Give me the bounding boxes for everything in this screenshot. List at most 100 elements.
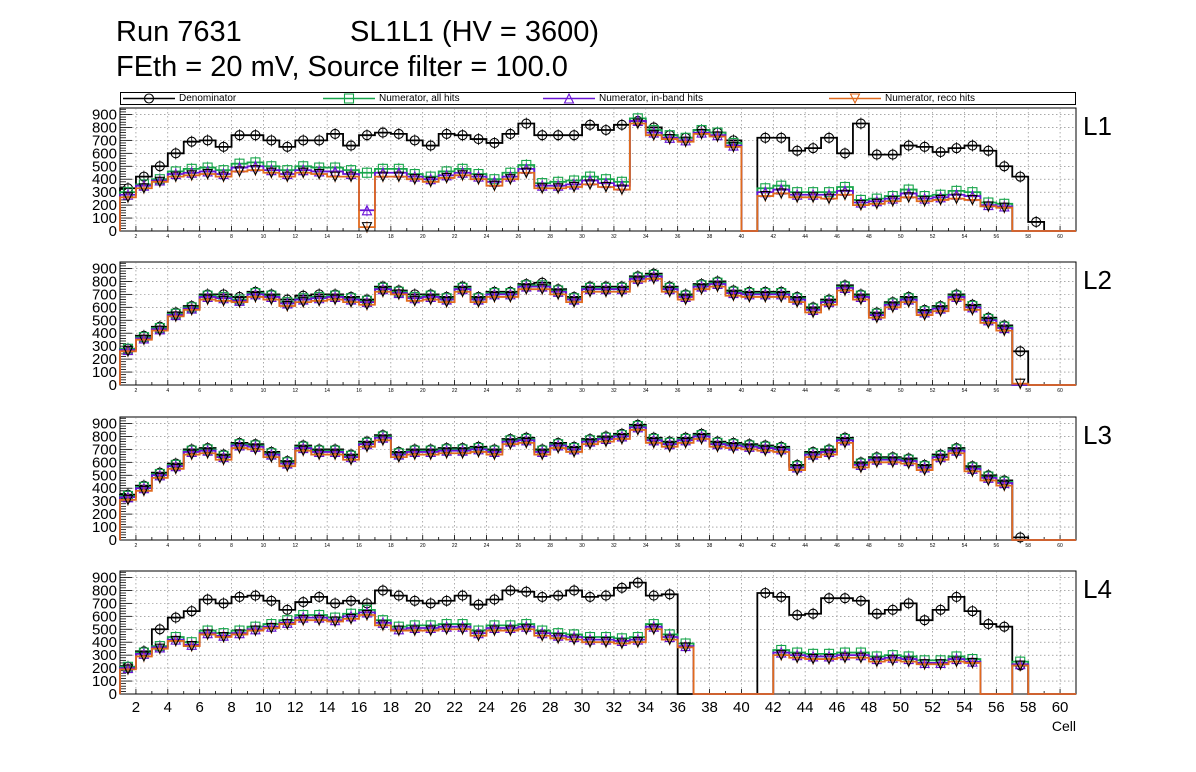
data-point <box>839 652 851 664</box>
y-tick-label: 100 <box>92 210 117 227</box>
data-point <box>553 130 564 141</box>
data-point <box>186 449 198 461</box>
x-tick-label: 40 <box>739 388 745 394</box>
data-point <box>951 591 962 602</box>
data-point <box>935 306 946 317</box>
data-point <box>297 615 309 626</box>
data-point <box>903 598 914 609</box>
legend-marker <box>143 93 155 104</box>
series-line <box>119 581 1076 695</box>
data-point <box>648 130 660 141</box>
data-point <box>982 475 994 487</box>
data-point <box>887 457 899 469</box>
x-tick-label: 6 <box>195 699 203 716</box>
data-point <box>568 446 580 458</box>
y-tick-label: 300 <box>92 493 117 510</box>
x-tick-label: 48 <box>866 388 872 394</box>
x-tick-label: 32 <box>606 699 623 716</box>
data-point <box>330 598 341 609</box>
x-tick-label: 10 <box>261 388 267 394</box>
data-point <box>871 656 883 668</box>
data-point <box>569 585 580 596</box>
legend-label: Numerator, reco hits <box>885 93 976 104</box>
panel-label: L4 <box>1083 574 1112 604</box>
x-tick-label: 32 <box>611 234 617 240</box>
data-point <box>425 449 437 461</box>
x-tick-label: 18 <box>388 543 394 549</box>
data-point <box>441 297 453 308</box>
y-tick-label: 0 <box>109 223 117 240</box>
data-point <box>266 135 277 146</box>
data-point <box>218 141 229 152</box>
x-tick-label: 14 <box>324 388 330 394</box>
data-point <box>664 134 676 145</box>
data-point <box>664 286 676 298</box>
x-tick-label: 56 <box>994 234 1000 240</box>
data-point <box>999 621 1010 632</box>
x-tick-label: 26 <box>510 699 527 716</box>
data-point <box>186 170 198 182</box>
x-tick-label: 12 <box>292 234 298 240</box>
data-point <box>345 140 357 151</box>
data-point <box>696 433 707 445</box>
data-point <box>743 291 755 303</box>
x-tick-label: 44 <box>802 234 808 240</box>
data-point <box>808 608 819 619</box>
data-point <box>807 192 819 204</box>
data-point <box>600 181 612 193</box>
data-point <box>552 183 564 195</box>
data-point <box>266 595 277 606</box>
data-point <box>807 307 819 319</box>
data-point <box>584 637 596 648</box>
data-point <box>441 448 453 459</box>
data-point <box>250 625 261 637</box>
y-tick-label: 0 <box>109 377 117 394</box>
data-point <box>393 590 404 601</box>
data-point <box>775 291 787 303</box>
settings-title: FEth = 20 mV, Source filter = 100.0 <box>116 51 568 83</box>
data-point <box>536 630 548 642</box>
data-point <box>441 128 452 139</box>
x-tick-label: 22 <box>452 388 458 394</box>
x-tick-label: 34 <box>643 388 649 394</box>
data-point <box>122 494 134 506</box>
x-tick-label: 8 <box>230 388 233 394</box>
y-tick-label: 300 <box>92 184 117 201</box>
data-point <box>186 136 197 147</box>
data-point <box>600 637 612 648</box>
legend-label: Numerator, all hits <box>379 93 460 104</box>
y-tick-label: 400 <box>92 480 117 497</box>
data-point <box>536 183 548 195</box>
x-tick-label: 28 <box>542 699 559 716</box>
data-point <box>361 299 373 311</box>
data-point <box>775 188 787 200</box>
data-point <box>345 613 357 625</box>
x-tick-label: 2 <box>135 234 138 240</box>
y-tick-label: 200 <box>92 351 117 368</box>
data-point <box>871 149 882 160</box>
data-point <box>983 619 994 630</box>
data-point <box>616 433 628 445</box>
data-point <box>903 458 915 470</box>
x-tick-label: 50 <box>898 234 904 240</box>
data-point <box>281 300 293 312</box>
data-point <box>154 643 166 655</box>
x-tick-label: 2 <box>135 543 138 549</box>
data-point <box>202 294 214 306</box>
data-point <box>170 612 181 623</box>
x-tick-label: 26 <box>516 234 522 240</box>
data-point <box>138 651 150 663</box>
data-point <box>823 193 835 205</box>
data-point <box>1015 171 1026 182</box>
x-tick-label: 48 <box>866 234 872 240</box>
x-tick-label: 46 <box>834 543 840 549</box>
data-point <box>600 590 612 601</box>
y-tick-label: 700 <box>92 132 117 149</box>
data-point <box>425 294 437 306</box>
x-tick-label: 26 <box>516 388 522 394</box>
data-point <box>887 149 898 160</box>
data-point <box>1031 216 1042 227</box>
